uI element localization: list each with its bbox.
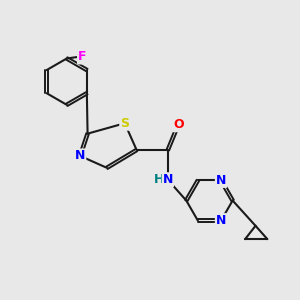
Text: O: O (173, 118, 184, 131)
Text: N: N (216, 174, 226, 187)
Text: S: S (120, 117, 129, 130)
Text: F: F (78, 50, 86, 64)
Text: N: N (216, 214, 226, 227)
Text: H: H (154, 173, 165, 186)
Text: N: N (75, 149, 85, 162)
Text: N: N (163, 173, 173, 186)
